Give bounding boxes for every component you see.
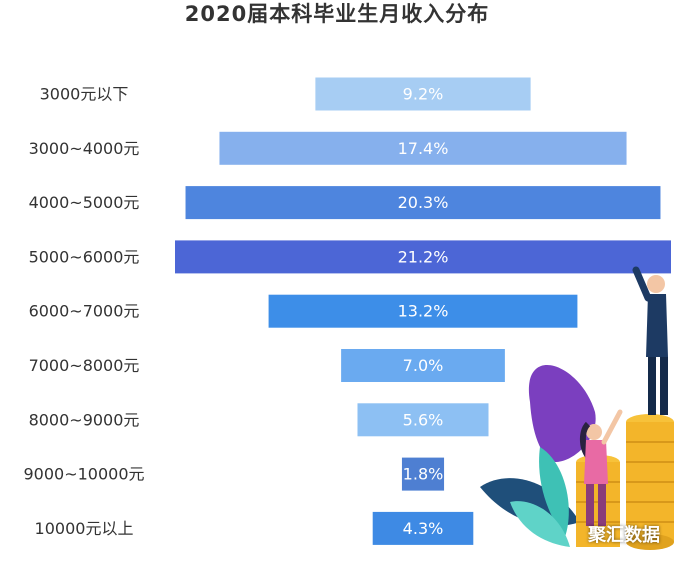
bar-value-label: 17.4% (398, 139, 449, 158)
funnel-bar (357, 403, 489, 437)
category-label: 7000~8000元 (29, 356, 140, 375)
category-label: 10000元以上 (35, 519, 134, 538)
funnel-bar (175, 240, 671, 274)
category-label: 8000~9000元 (29, 410, 140, 429)
leaf-shape (528, 364, 596, 462)
funnel-bar (372, 511, 474, 545)
funnel-bar (219, 131, 627, 165)
funnel-bar (341, 349, 505, 382)
bar-value-label: 1.8% (403, 465, 444, 484)
bar-value-label: 7.0% (403, 356, 444, 375)
coin-stack (626, 414, 674, 550)
bar-value-label: 5.6% (403, 410, 444, 429)
category-label: 9000~10000元 (23, 465, 144, 484)
chart-title: 2020届本科毕业生月收入分布 (184, 2, 490, 26)
funnel-bar (185, 186, 661, 220)
woman-figure (580, 409, 623, 526)
category-label: 6000~7000元 (29, 302, 140, 321)
bar-value-label: 20.3% (398, 193, 449, 212)
watermark: 聚汇数据 (588, 525, 660, 546)
category-label: 3000~4000元 (29, 139, 140, 158)
category-label: 3000元以下 (40, 85, 129, 104)
funnel-bar (268, 294, 578, 328)
people-with-coins-illustration (480, 266, 674, 550)
bar-value-label: 4.3% (403, 519, 444, 538)
leaf-shape (539, 447, 569, 537)
funnel-bar (315, 77, 531, 111)
category-label: 4000~5000元 (29, 193, 140, 212)
category-label: 5000~6000元 (29, 247, 140, 266)
funnel-bar (401, 457, 445, 491)
bar-value-label: 21.2% (398, 247, 449, 266)
bar-value-label: 13.2% (398, 302, 449, 321)
leaf-shape (510, 501, 570, 547)
bar-value-label: 9.2% (403, 85, 444, 104)
man-figure (632, 266, 668, 415)
